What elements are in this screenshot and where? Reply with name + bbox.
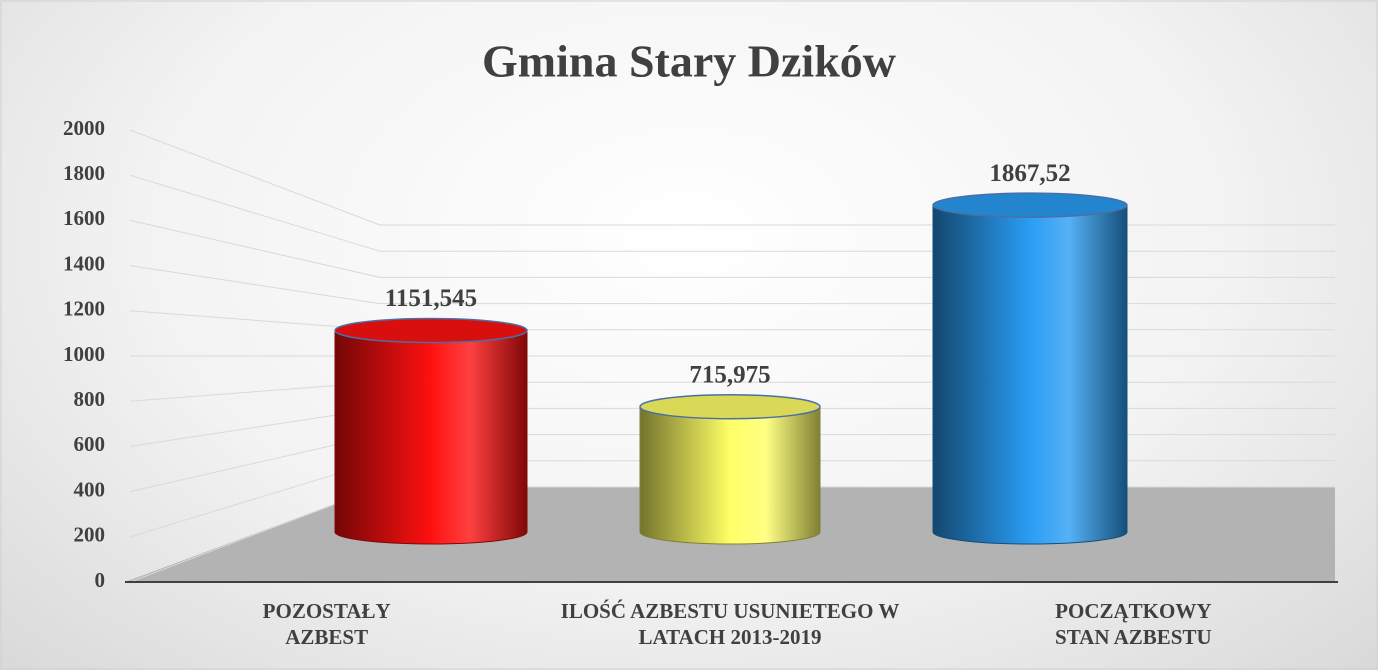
y-tick-label: 1400	[63, 251, 105, 275]
y-tick-label: 1200	[63, 297, 105, 321]
y-tick-label: 1000	[63, 342, 105, 366]
value-label: 1867,52	[989, 160, 1070, 187]
grid	[129, 129, 1335, 583]
y-tick-label: 1600	[63, 206, 105, 230]
y-tick-label: 200	[74, 523, 106, 547]
x-tick-label: POZOSTAŁY AZBEST	[262, 599, 391, 649]
bar-top	[334, 317, 528, 344]
bars	[334, 192, 1128, 545]
bar-top	[639, 393, 821, 420]
value-label: 715,975	[689, 361, 770, 388]
y-tick-label: 800	[74, 387, 106, 411]
bar	[932, 204, 1128, 545]
bar-top	[932, 192, 1128, 218]
y-tick-label: 2000	[63, 116, 105, 140]
grid-line-side	[129, 219, 381, 278]
x-tick-label: ILOŚĆ AZBESTU USUNIETEGO W LATACH 2013-2…	[560, 599, 900, 649]
grid-line-side	[129, 129, 381, 226]
chart-title: Gmina Stary Dzików	[482, 36, 896, 87]
grid-line-side	[129, 174, 381, 252]
x-tick-label: POCZĄTKOWY STAN AZBESTU	[1055, 599, 1212, 649]
y-tick-label: 1800	[63, 161, 105, 185]
bar	[334, 329, 528, 545]
bar	[639, 406, 821, 545]
grid-line-side	[129, 265, 381, 305]
y-tick-label: 0	[95, 568, 106, 592]
y-tick-label: 600	[74, 432, 106, 456]
y-tick-label: 400	[74, 477, 106, 501]
value-label: 1151,545	[385, 285, 477, 312]
